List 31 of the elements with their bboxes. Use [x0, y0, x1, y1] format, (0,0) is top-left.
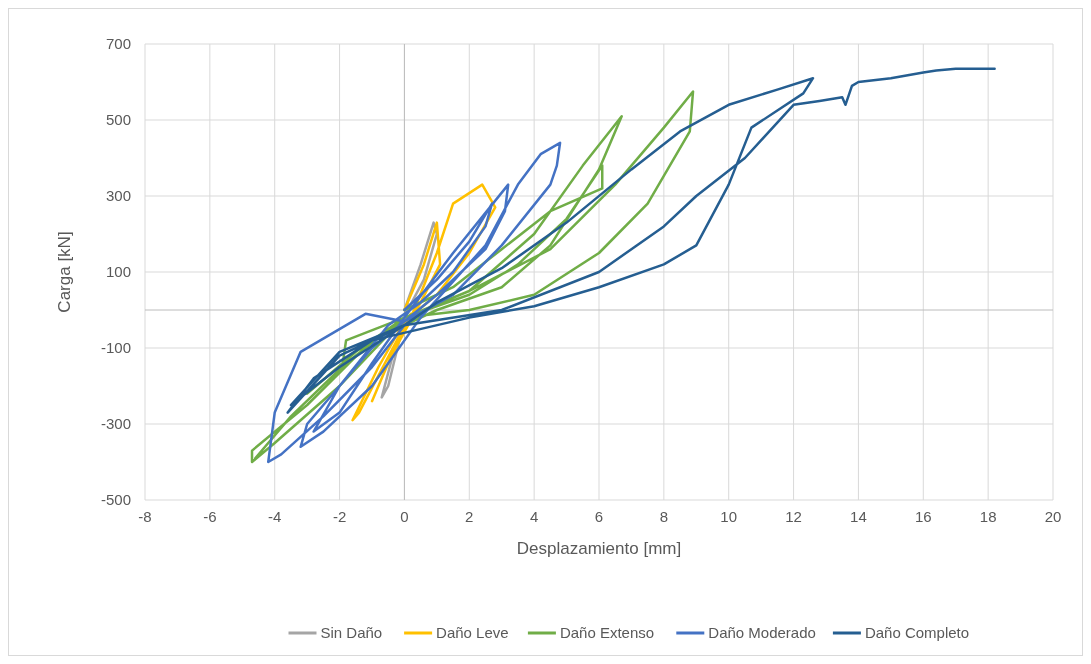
x-tick-label: 10 — [720, 508, 738, 525]
legend-label: Daño Extenso — [559, 624, 655, 641]
y-tick-label: 700 — [105, 35, 131, 52]
x-tick-label: 16 — [914, 508, 932, 525]
x-tick-label: 8 — [659, 508, 669, 525]
y-tick-label: -300 — [100, 415, 131, 432]
x-tick-label: 2 — [465, 508, 474, 525]
line-series — [266, 141, 562, 464]
x-tick-label: -6 — [203, 508, 217, 525]
x-tick-label: 0 — [400, 508, 409, 525]
y-tick-label: 100 — [105, 263, 131, 280]
x-tick-label: 4 — [529, 508, 539, 525]
x-tick-label: -4 — [268, 508, 282, 525]
y-tick-label: 500 — [105, 111, 131, 128]
legend-label: Daño Leve — [436, 624, 509, 641]
y-tick-label: 300 — [105, 187, 131, 204]
legend-label: Daño Moderado — [708, 624, 816, 641]
x-tick-label: -2 — [332, 508, 347, 525]
x-tick-label: -8 — [138, 508, 152, 525]
y-tick-label: -100 — [100, 339, 131, 356]
line-series — [286, 67, 996, 414]
x-tick-label: 18 — [979, 508, 997, 525]
legend-label: Sin Daño — [320, 624, 383, 641]
x-tick-label: 12 — [785, 508, 802, 525]
y-axis-title: Carga [kN] — [55, 231, 74, 313]
x-axis-title: Desplazamiento [mm] — [516, 539, 682, 558]
y-tick-label: -500 — [100, 491, 131, 508]
x-tick-label: 14 — [850, 508, 867, 525]
x-tick-label: 6 — [594, 508, 604, 525]
legend-label: Daño Completo — [864, 624, 970, 641]
x-tick-label: 20 — [1044, 508, 1062, 525]
